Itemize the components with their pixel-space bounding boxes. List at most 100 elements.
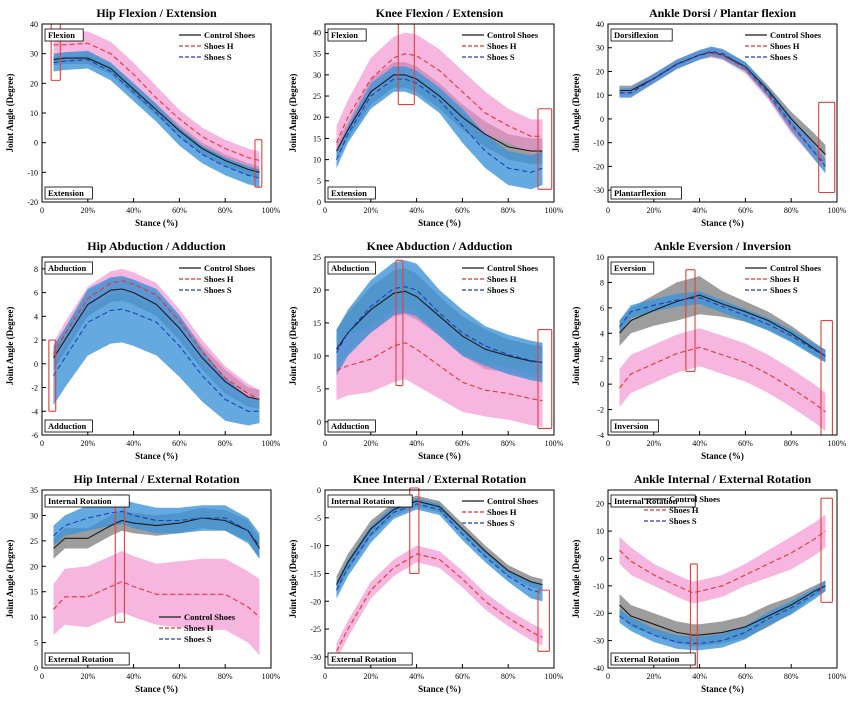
y-tick-label: 30	[30, 511, 38, 520]
y-tick-label: 30	[30, 50, 38, 59]
y-axis-label: Joint Angle (Degree)	[5, 74, 15, 153]
y-tick-label: -10	[27, 168, 38, 177]
x-tick-label: 80%	[218, 439, 233, 448]
annotation-bottom-box	[327, 419, 376, 433]
line-control-shoes	[53, 288, 260, 400]
x-axis-label: Stance (%)	[418, 684, 461, 694]
y-tick-label: 25	[313, 253, 321, 262]
y-tick-label: -10	[593, 139, 604, 148]
line-shoes-h	[53, 280, 260, 400]
plot-frame	[607, 489, 838, 669]
annotation-bottom: External Rotation	[331, 654, 397, 664]
y-tick-label: -10	[593, 582, 604, 591]
chart-title: Hip Flexion / Extension	[96, 6, 217, 20]
x-tick-label: 100%	[545, 439, 564, 448]
y-tick-label: 10	[596, 253, 604, 262]
x-tick-label: 40%	[126, 206, 141, 215]
x-tick-label: 80%	[218, 206, 233, 215]
plot-frame	[41, 489, 272, 669]
y-tick-label: -6	[31, 431, 38, 440]
y-tick-label: 0	[34, 139, 38, 148]
y-tick-label: -15	[310, 569, 321, 578]
legend-label: Control Shoes	[487, 263, 539, 273]
chart-title: Ankle Eversion / Inversion	[654, 239, 791, 253]
plot-frame	[324, 23, 555, 203]
legend-label: Control Shoes	[204, 30, 256, 40]
y-tick-label: 10	[596, 527, 604, 536]
y-tick-label: 40	[30, 20, 38, 29]
annotation-top: Flexion	[48, 30, 75, 40]
annotation-top: Abduction	[331, 263, 370, 273]
y-tick-label: 40	[596, 20, 604, 29]
x-tick-label: 0	[40, 672, 44, 681]
annotation-bottom-box	[610, 186, 682, 200]
chart-panel: Hip Internal / External Rotation 0 5 10 15 20…	[0, 466, 283, 704]
x-tick-label: 60%	[455, 672, 470, 681]
highlight-box	[818, 101, 836, 194]
highlight-box	[254, 139, 263, 188]
y-tick-label: 6	[34, 289, 38, 298]
band-shoes-s	[336, 66, 543, 190]
x-tick-label: 100%	[262, 206, 281, 215]
y-tick-label: 25	[313, 92, 321, 101]
chart-svg: Hip Abduction / Adduction -6 -4 -2 0 2 4 6 8 0 20%…	[5, 239, 281, 461]
chart-title: Hip Internal / External Rotation	[73, 472, 239, 486]
legend-label: Shoes S	[184, 634, 212, 644]
legend-label: Shoes S	[204, 52, 232, 62]
x-tick-label: 20%	[80, 439, 95, 448]
x-tick-label: 0	[40, 439, 44, 448]
x-tick-label: 80%	[501, 672, 516, 681]
line-shoes-h	[619, 51, 826, 165]
x-axis-label: Stance (%)	[701, 451, 744, 461]
line-control-shoes	[336, 290, 543, 364]
annotation-top: Internal Rotation	[48, 496, 112, 506]
x-axis-label: Stance (%)	[135, 451, 178, 461]
y-axis-label: Joint Angle (Degree)	[571, 74, 581, 153]
y-tick-label: 0	[317, 486, 321, 495]
annotation-top-box	[610, 494, 696, 508]
band-shoes-h	[53, 31, 260, 170]
y-tick-label: -20	[27, 198, 38, 207]
chart-panel: Ankle Internal / External Rotation -40 -30…	[566, 466, 849, 704]
x-tick-label: 100%	[545, 206, 564, 215]
annotation-top: Internal Rotation	[614, 496, 678, 506]
line-shoes-s	[336, 503, 543, 594]
legend-label: Shoes H	[487, 41, 517, 51]
annotation-top-box	[44, 261, 93, 275]
legend-label: Shoes S	[487, 518, 515, 528]
x-tick-label: 60%	[455, 439, 470, 448]
y-tick-label: 20	[596, 67, 604, 76]
annotation-top: Eversion	[614, 263, 646, 273]
line-shoes-s	[336, 286, 543, 364]
plot-frame	[607, 256, 838, 436]
y-tick-label: 10	[313, 156, 321, 165]
y-tick-label: 15	[30, 588, 38, 597]
annotation-bottom: Extension	[331, 188, 367, 198]
chart-svg: Ankle Internal / External Rotation -40 -30…	[571, 472, 847, 694]
annotation-bottom-box	[44, 652, 130, 666]
y-tick-label: -10	[310, 542, 321, 551]
highlight-box	[685, 269, 696, 372]
line-control-shoes	[619, 585, 826, 636]
x-tick-label: 80%	[784, 672, 799, 681]
highlight-box	[48, 339, 57, 412]
x-tick-label: 40%	[126, 672, 141, 681]
line-shoes-h	[335, 53, 543, 143]
y-tick-label: 15	[313, 319, 321, 328]
y-tick-label: 20	[30, 562, 38, 571]
x-tick-label: 40%	[692, 206, 707, 215]
chart-svg: Hip Flexion / Extension -20 -10 0 10 20 30 40 0 2…	[5, 6, 281, 228]
annotation-bottom: Inversion	[614, 421, 649, 431]
annotation-bottom: Adduction	[48, 421, 87, 431]
x-tick-label: 20%	[80, 206, 95, 215]
x-tick-label: 40%	[409, 439, 424, 448]
x-tick-label: 0	[323, 439, 327, 448]
legend-label: Shoes H	[669, 505, 699, 515]
y-tick-label: 8	[600, 278, 604, 287]
y-tick-label: -30	[593, 186, 604, 195]
line-shoes-h	[336, 342, 543, 402]
annotation-bottom-box	[610, 652, 696, 666]
